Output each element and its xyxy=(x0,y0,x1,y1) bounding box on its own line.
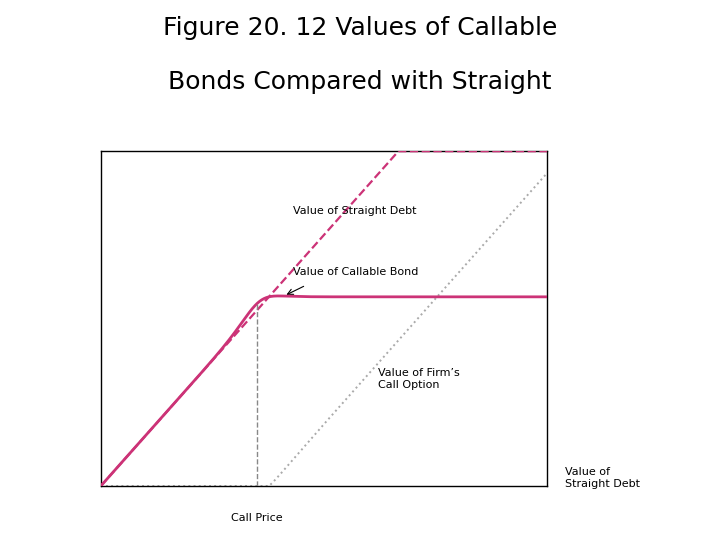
Text: Call Price: Call Price xyxy=(231,513,283,523)
Text: Value of
Straight Debt: Value of Straight Debt xyxy=(565,467,640,489)
Text: Bonds Compared with Straight: Bonds Compared with Straight xyxy=(168,70,552,94)
Text: Value of Callable Bond: Value of Callable Bond xyxy=(293,267,418,276)
Text: Value of Straight Debt: Value of Straight Debt xyxy=(293,206,416,217)
Text: Figure 20. 12 Values of Callable: Figure 20. 12 Values of Callable xyxy=(163,16,557,40)
Text: Value of Firm’s
Call Option: Value of Firm’s Call Option xyxy=(377,368,459,390)
